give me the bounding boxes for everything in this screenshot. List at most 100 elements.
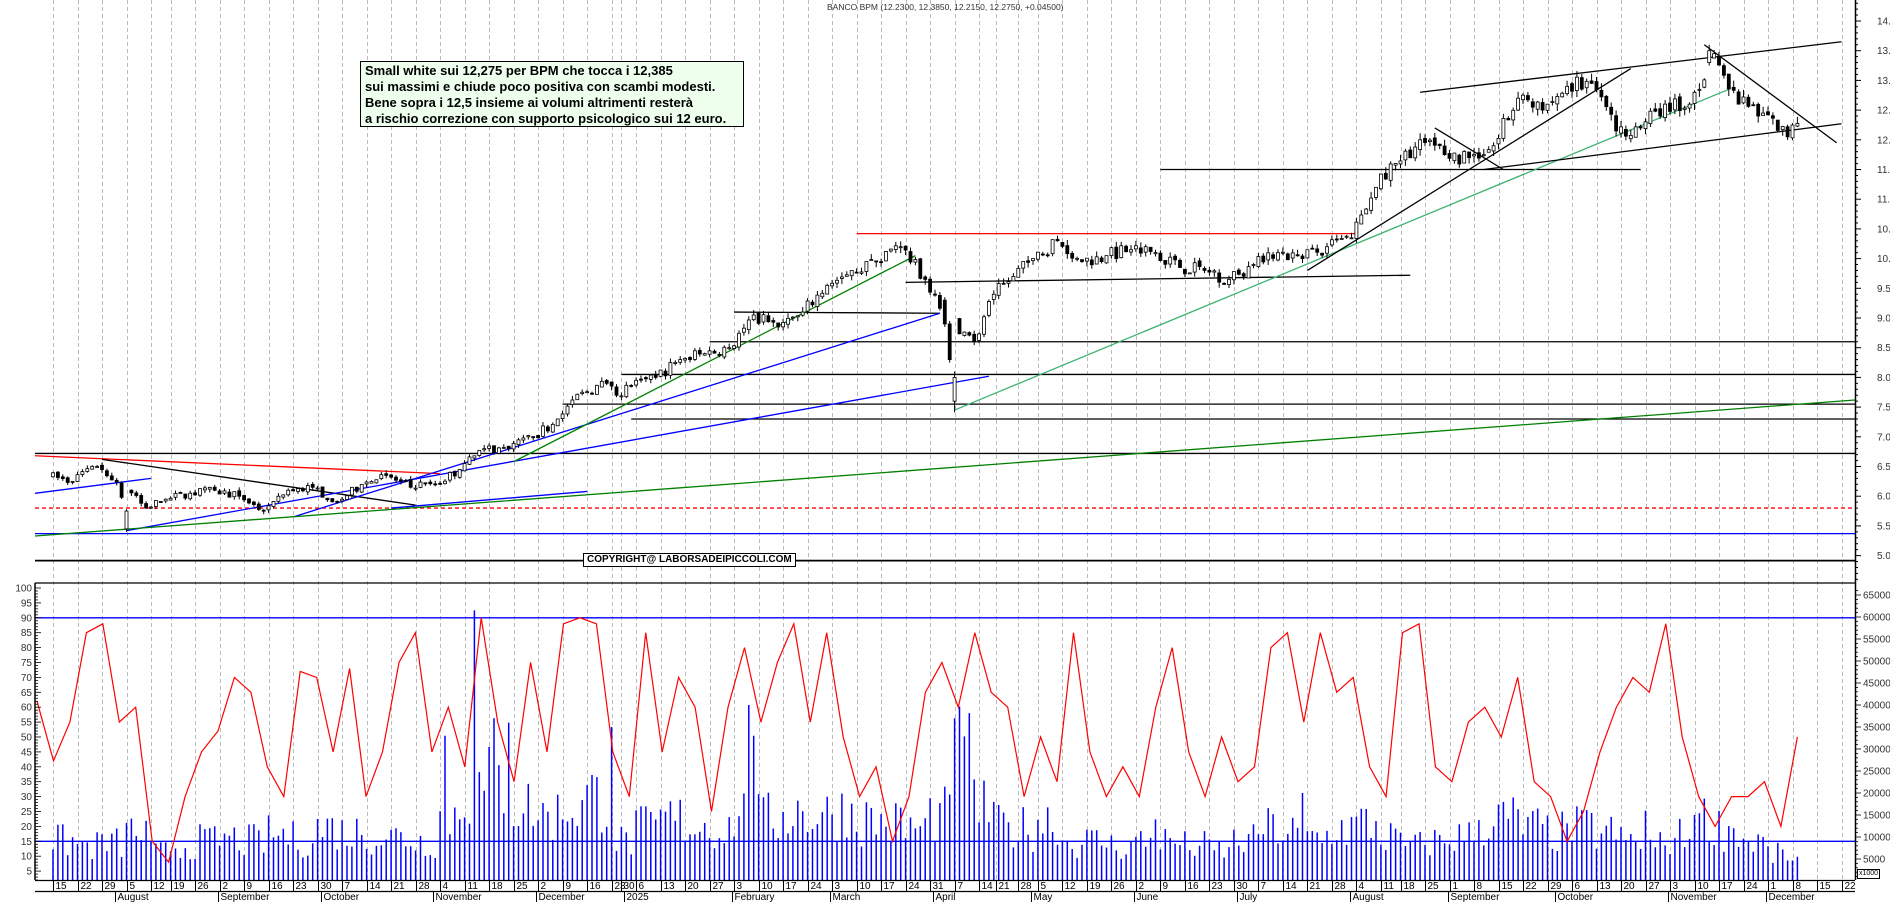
- candle-body: [1550, 101, 1555, 103]
- candle-body: [663, 370, 668, 377]
- candle-body: [648, 374, 653, 380]
- date-tick-label: 10: [860, 881, 872, 892]
- candle-body: [178, 492, 183, 494]
- candle-body: [1511, 109, 1516, 121]
- date-tick-label: 9: [1163, 881, 1169, 892]
- trend-line: [1307, 67, 1632, 272]
- candle-body: [712, 350, 717, 354]
- candle-body: [722, 346, 727, 358]
- candle-body: [1266, 252, 1271, 261]
- month-label: December: [539, 892, 586, 902]
- trend-line: [734, 311, 940, 314]
- candle-body: [423, 482, 428, 485]
- candle-body: [590, 392, 594, 395]
- candle-body: [1349, 237, 1354, 240]
- volume-tick-label: 5000: [1863, 855, 1886, 866]
- candle-body: [1771, 115, 1775, 119]
- month-label: July: [1240, 892, 1258, 902]
- volume-tick-label: 50000: [1863, 657, 1890, 668]
- candle-body: [198, 488, 202, 496]
- candle-body: [1663, 103, 1667, 119]
- candle-body: [619, 395, 624, 398]
- candle-body: [962, 331, 967, 336]
- date-tick-label: 3: [1673, 881, 1679, 892]
- annotation-line: a rischio correzione con supporto psicol…: [365, 111, 727, 126]
- candle-body: [1271, 254, 1275, 259]
- candle-body: [1241, 273, 1246, 277]
- date-tick-label: 22: [81, 881, 93, 892]
- candle-body: [202, 487, 207, 491]
- candle-body: [1006, 281, 1011, 284]
- date-tick-label: 3: [737, 881, 743, 892]
- trend-line: [126, 375, 990, 532]
- candle-body: [1315, 248, 1320, 253]
- oscillator-tick-label: 75: [21, 658, 33, 669]
- candle-body: [296, 488, 300, 492]
- candle-body: [874, 260, 879, 263]
- volume-tick-label: 45000: [1863, 679, 1890, 690]
- candle-body: [428, 481, 433, 485]
- candle-body: [1741, 96, 1746, 104]
- candle-body: [982, 316, 986, 335]
- date-tick-label: 5: [130, 881, 136, 892]
- candle-body: [531, 436, 536, 439]
- price-tick-label: 5.0: [1877, 551, 1890, 562]
- candle-body: [1692, 91, 1697, 104]
- candle-body: [139, 495, 144, 504]
- candle-body: [550, 423, 555, 433]
- candle-body: [1089, 259, 1094, 266]
- candle-body: [933, 293, 937, 296]
- candle-body: [658, 369, 663, 377]
- date-tick-label: 15: [1820, 881, 1832, 892]
- date-tick-label: 13: [664, 881, 676, 892]
- candle-body: [1158, 252, 1163, 261]
- month-label: October: [324, 892, 360, 902]
- candle-body: [771, 320, 776, 323]
- candle-body: [124, 510, 129, 530]
- trend-line: [292, 312, 941, 518]
- candle-body: [1104, 255, 1109, 264]
- candle-body: [1702, 79, 1707, 88]
- candle-body: [1305, 249, 1310, 259]
- candle-body: [1521, 94, 1525, 101]
- candle-body: [668, 362, 673, 376]
- trend-line: [1703, 44, 1837, 144]
- candle-body: [835, 279, 839, 284]
- candle-body: [526, 435, 531, 438]
- candle-body: [501, 447, 506, 449]
- oscillator: [36, 617, 1798, 864]
- candle-body: [1114, 246, 1119, 260]
- candle-body: [1143, 246, 1148, 253]
- date-tick-label: 19: [174, 881, 186, 892]
- price-tick-label: 9.0: [1877, 314, 1890, 325]
- price-tick-label: 7.5: [1877, 403, 1890, 414]
- candle-body: [1761, 112, 1765, 116]
- month-label: June: [1137, 892, 1159, 902]
- price-tick-label: 6.0: [1877, 492, 1890, 503]
- candle-body: [1183, 268, 1187, 275]
- oscillator-tick-label: 85: [21, 628, 33, 639]
- candle-body: [786, 317, 790, 325]
- month-label: October: [1558, 892, 1594, 902]
- candle-body: [1437, 143, 1442, 146]
- date-tick-label: 10: [762, 881, 774, 892]
- candle-body: [565, 405, 570, 415]
- candle-body: [987, 301, 991, 316]
- date-tick-label: 8: [1477, 881, 1483, 892]
- candle-body: [889, 248, 893, 252]
- date-tick-label: 25: [517, 881, 529, 892]
- date-tick-label: 15: [1502, 881, 1514, 892]
- annotation-line: Small white sui 12,275 per BPM che tocca…: [365, 63, 673, 78]
- date-tick-label: 7: [958, 881, 964, 892]
- oscillator-tick-label: 25: [21, 807, 33, 818]
- candle-body: [100, 464, 104, 470]
- date-tick-label: 19: [1090, 881, 1102, 892]
- price-tick-label: 11.5: [1877, 165, 1890, 176]
- candle-body: [996, 283, 1001, 296]
- candle-body: [1217, 272, 1222, 283]
- date-tick-label: 20: [1624, 881, 1636, 892]
- date-tick-label: 11: [1384, 881, 1395, 892]
- oscillator-tick-label: 90: [21, 613, 33, 624]
- candle-body: [85, 468, 90, 472]
- date-tick-label: 29: [105, 881, 117, 892]
